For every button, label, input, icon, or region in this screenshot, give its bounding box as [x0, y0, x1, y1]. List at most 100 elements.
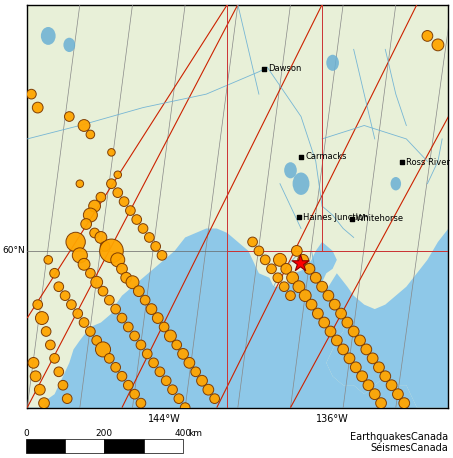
Point [346, 354, 353, 362]
Point [318, 283, 326, 290]
Point [340, 346, 347, 353]
Point [302, 292, 309, 300]
Point [314, 310, 322, 317]
Point [39, 314, 46, 322]
Point [260, 65, 268, 72]
Point [118, 265, 125, 273]
Point [87, 270, 94, 277]
Point [125, 382, 132, 389]
Point [376, 364, 383, 371]
Point [293, 247, 300, 255]
Point [137, 341, 145, 349]
Text: 136°W: 136°W [316, 414, 349, 425]
Point [148, 305, 155, 313]
Point [51, 354, 58, 362]
Point [198, 377, 206, 384]
Point [152, 243, 159, 250]
Point [146, 234, 153, 241]
Text: Haines Junction: Haines Junction [303, 213, 369, 222]
Text: 60°N: 60°N [2, 246, 25, 256]
Bar [144, 439, 183, 453]
Point [365, 382, 372, 389]
Point [261, 256, 269, 263]
Point [283, 265, 290, 273]
Point [348, 215, 355, 222]
Point [30, 359, 37, 366]
Point [160, 323, 168, 331]
Point [268, 265, 275, 273]
Point [81, 319, 88, 326]
Text: Whitehorse: Whitehorse [356, 214, 404, 223]
Point [63, 395, 71, 402]
Point [308, 301, 315, 308]
Point [44, 256, 52, 263]
Point [289, 274, 296, 281]
Point [182, 404, 189, 411]
Point [287, 292, 294, 300]
Point [350, 328, 357, 335]
Ellipse shape [41, 27, 56, 45]
Point [298, 153, 305, 160]
Point [120, 198, 128, 205]
Point [47, 341, 54, 349]
Point [108, 247, 115, 255]
Point [40, 399, 48, 407]
Point [388, 382, 395, 389]
Point [55, 283, 63, 290]
Point [81, 261, 88, 268]
Text: Carmacks: Carmacks [305, 153, 347, 161]
Point [274, 274, 281, 281]
Point [108, 149, 115, 156]
Point [51, 270, 58, 277]
Point [34, 301, 41, 308]
Text: Dawson: Dawson [268, 64, 302, 73]
Point [87, 212, 94, 219]
Point [169, 386, 176, 393]
Point [97, 234, 105, 241]
Point [399, 158, 406, 166]
Point [59, 382, 67, 389]
Text: 0: 0 [23, 429, 29, 438]
Point [249, 238, 256, 245]
Point [211, 395, 218, 402]
Point [32, 373, 39, 380]
Ellipse shape [390, 177, 401, 191]
Point [276, 256, 284, 263]
Point [173, 341, 180, 349]
Point [331, 301, 338, 308]
Point [154, 314, 161, 322]
Point [159, 252, 166, 259]
Point [358, 373, 366, 380]
Point [91, 202, 98, 210]
Bar [26, 439, 65, 453]
Point [141, 296, 149, 304]
Point [363, 346, 370, 353]
Point [43, 328, 50, 335]
Point [306, 265, 313, 273]
Point [34, 104, 41, 111]
Point [131, 391, 138, 398]
Point [369, 354, 376, 362]
Point [74, 310, 82, 317]
Ellipse shape [293, 173, 309, 195]
Bar [104, 439, 144, 453]
Point [106, 354, 113, 362]
Point [87, 131, 94, 138]
Point [129, 278, 136, 286]
Point [327, 328, 334, 335]
Point [394, 391, 401, 398]
Point [133, 216, 140, 223]
Point [82, 220, 90, 228]
Point [424, 32, 431, 39]
Point [179, 350, 187, 358]
Point [192, 368, 199, 376]
Point [371, 391, 378, 398]
Point [167, 333, 174, 340]
Ellipse shape [284, 162, 297, 178]
Ellipse shape [63, 38, 75, 52]
Text: 400: 400 [174, 429, 191, 438]
Bar [65, 439, 104, 453]
Text: km: km [188, 429, 202, 438]
Point [296, 260, 304, 267]
Point [299, 256, 307, 263]
